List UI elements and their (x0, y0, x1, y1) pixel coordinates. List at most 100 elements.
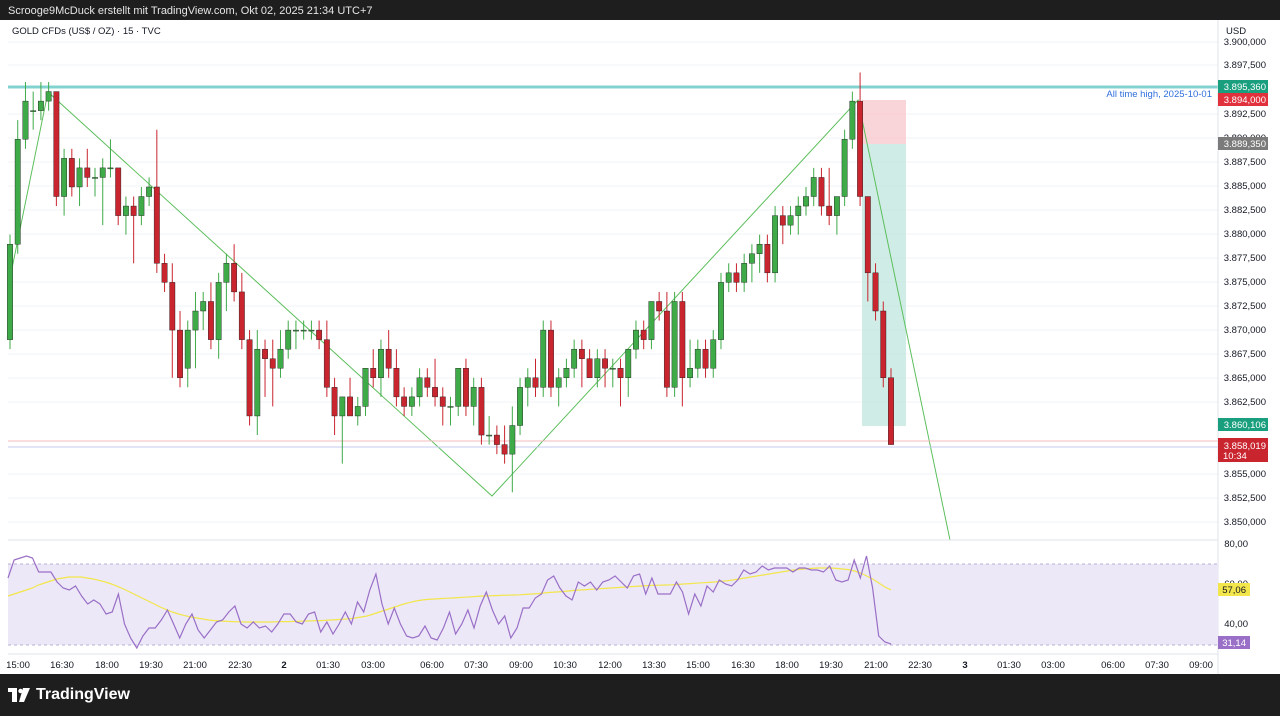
candle[interactable] (602, 349, 608, 388)
stop-zone[interactable] (862, 100, 906, 144)
candle[interactable] (200, 291, 207, 331)
time-axis[interactable]: 15:00 16:30 18:00 19:30 21:00 22:30 2 01… (6, 660, 1213, 671)
candle[interactable] (92, 167, 98, 197)
candle[interactable] (293, 320, 299, 350)
candle[interactable] (718, 272, 724, 350)
zigzag-line[interactable] (7, 91, 951, 541)
candle[interactable] (68, 148, 75, 197)
candle[interactable] (123, 196, 129, 235)
candle[interactable] (486, 415, 493, 445)
candle[interactable] (115, 167, 122, 226)
candle[interactable] (857, 72, 863, 207)
candle[interactable] (555, 368, 562, 407)
candle[interactable] (841, 129, 848, 207)
candle[interactable] (208, 282, 214, 350)
candle[interactable] (517, 377, 523, 436)
candle[interactable] (300, 320, 307, 340)
candle[interactable] (153, 129, 160, 273)
candle[interactable] (223, 253, 230, 312)
candle[interactable] (408, 387, 415, 416)
candle[interactable] (694, 339, 701, 378)
candle[interactable] (354, 396, 361, 426)
candle[interactable] (594, 349, 601, 388)
candle[interactable] (347, 377, 353, 417)
candle[interactable] (378, 339, 384, 397)
candle[interactable] (803, 186, 809, 216)
rsi-line[interactable] (7, 555, 892, 650)
candle[interactable] (493, 425, 500, 455)
candle[interactable] (733, 263, 740, 292)
candle[interactable] (656, 291, 663, 321)
candle[interactable] (238, 272, 245, 350)
candle[interactable] (99, 158, 106, 226)
candle[interactable] (53, 91, 60, 207)
candle[interactable] (810, 167, 817, 207)
price-pane[interactable] (8, 20, 1218, 540)
candle[interactable] (625, 348, 632, 397)
candle[interactable] (540, 320, 547, 397)
candle[interactable] (663, 291, 670, 397)
candle[interactable] (748, 244, 755, 283)
candle[interactable] (439, 387, 446, 426)
candle[interactable] (687, 339, 693, 388)
chart-svg[interactable]: All time high, 2025-10-01 GOLD CFDs (US$… (0, 20, 1280, 674)
candle[interactable] (772, 206, 778, 283)
candle[interactable] (818, 167, 825, 216)
candle[interactable] (262, 339, 268, 397)
candle[interactable] (849, 91, 856, 149)
candle[interactable] (231, 244, 238, 302)
candle[interactable] (864, 196, 871, 302)
candle[interactable] (424, 368, 431, 397)
candle[interactable] (888, 368, 894, 445)
candle[interactable] (447, 396, 454, 426)
candle[interactable] (524, 368, 531, 407)
candle[interactable] (285, 320, 292, 359)
candle[interactable] (393, 349, 400, 407)
candle[interactable] (339, 396, 346, 464)
price-axis[interactable] (1218, 20, 1280, 674)
candle[interactable] (169, 263, 176, 378)
tradingview-logo[interactable]: TradingView (8, 686, 130, 704)
candle[interactable] (671, 291, 678, 397)
candle[interactable] (470, 377, 477, 426)
candle[interactable] (107, 139, 114, 178)
candle[interactable] (30, 91, 37, 130)
candle[interactable] (254, 330, 261, 436)
candle[interactable] (756, 234, 763, 273)
candle[interactable] (130, 196, 137, 264)
candle[interactable] (331, 377, 338, 436)
candle[interactable] (138, 186, 145, 226)
candle[interactable] (532, 358, 539, 397)
candle[interactable] (146, 177, 153, 207)
candle[interactable] (617, 358, 624, 407)
candle[interactable] (277, 330, 284, 378)
candle[interactable] (633, 320, 639, 359)
candle[interactable] (184, 320, 191, 388)
candle[interactable] (725, 263, 732, 292)
candle[interactable] (177, 311, 183, 388)
candle[interactable] (501, 425, 508, 464)
candle[interactable] (22, 82, 29, 149)
candle[interactable] (609, 358, 616, 388)
candle[interactable] (826, 167, 833, 226)
candle[interactable] (463, 358, 469, 416)
candle[interactable] (880, 301, 887, 388)
candle[interactable] (14, 120, 21, 254)
candle[interactable] (416, 368, 423, 407)
rsi-ma-line[interactable] (7, 567, 892, 623)
candle[interactable] (563, 358, 570, 388)
chart-area[interactable]: All time high, 2025-10-01 GOLD CFDs (US$… (0, 20, 1280, 674)
candle[interactable] (161, 253, 168, 292)
candle[interactable] (7, 234, 13, 350)
candle[interactable] (710, 330, 717, 378)
candle[interactable] (269, 339, 276, 407)
candle[interactable] (38, 82, 44, 121)
candle[interactable] (432, 358, 438, 407)
candle[interactable] (548, 320, 554, 397)
candle[interactable] (787, 206, 794, 235)
candle[interactable] (509, 406, 516, 493)
candle[interactable] (45, 82, 52, 111)
candle[interactable] (385, 330, 392, 378)
candle[interactable] (370, 349, 377, 388)
candle[interactable] (478, 377, 485, 445)
